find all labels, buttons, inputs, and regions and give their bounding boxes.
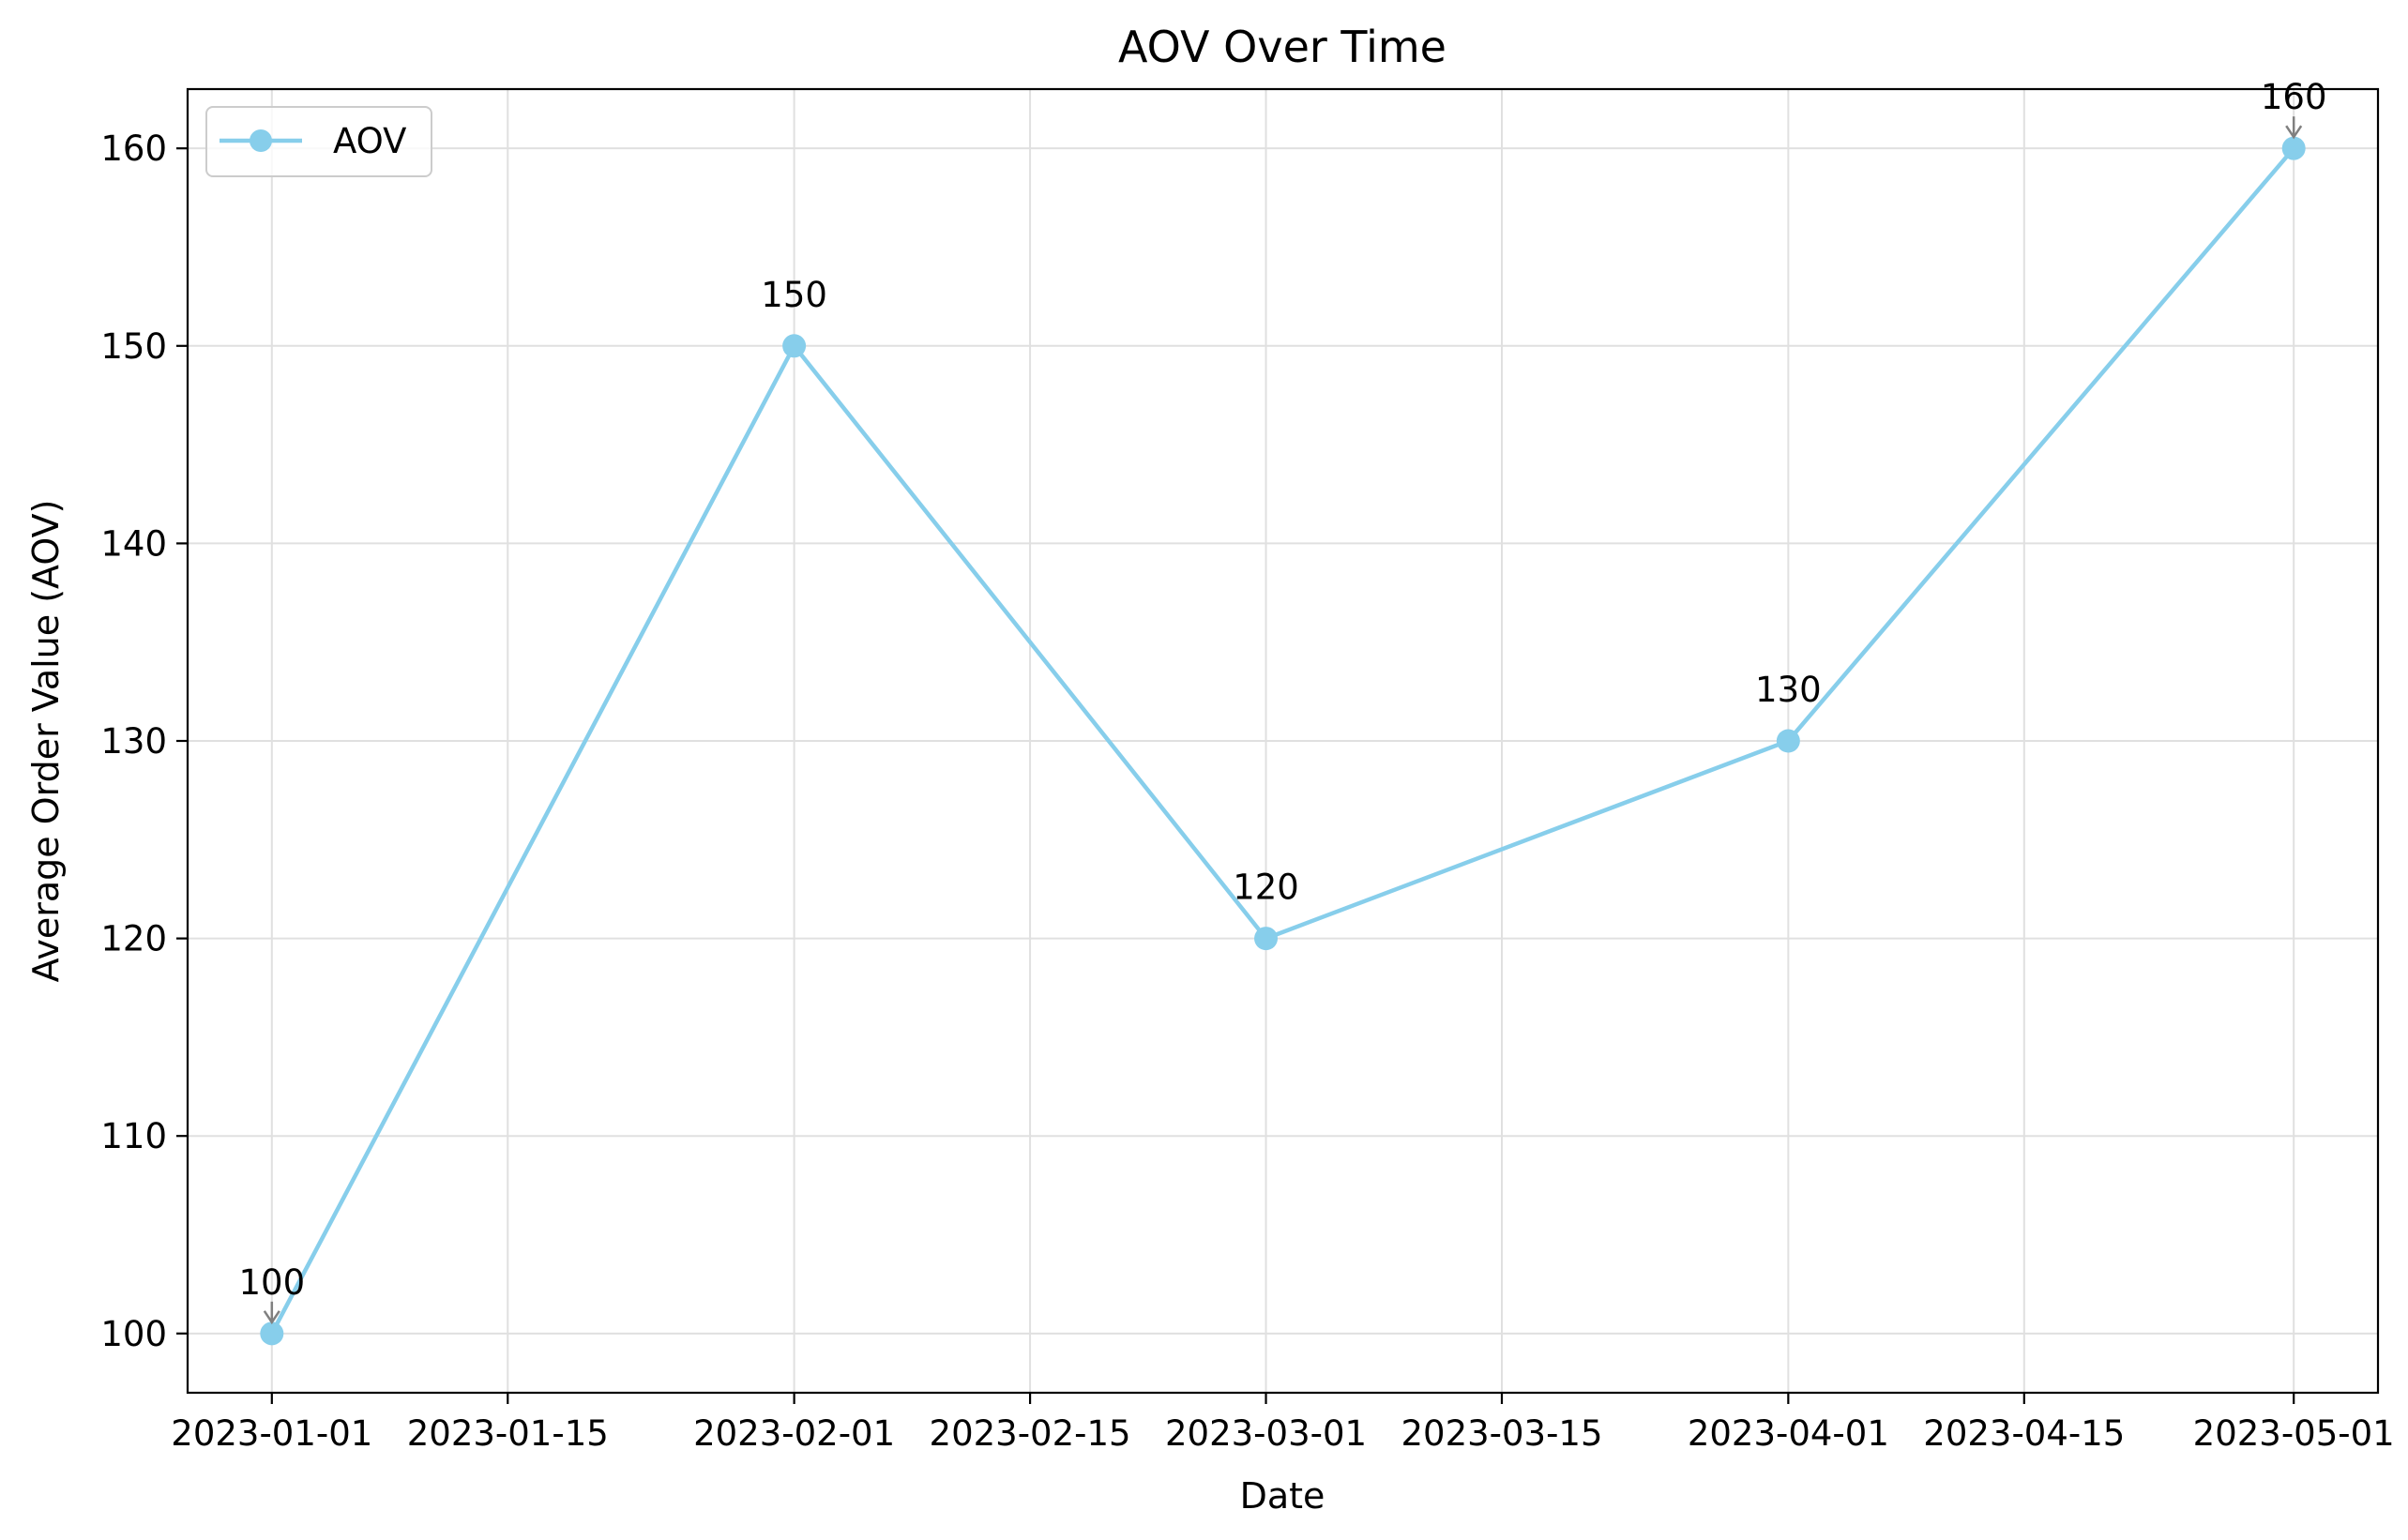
x-axis-label: Date — [1240, 1475, 1325, 1517]
x-tick-label: 2023-03-01 — [1165, 1413, 1367, 1454]
x-tick-label: 2023-02-01 — [693, 1413, 895, 1454]
x-tick-label: 2023-01-15 — [407, 1413, 609, 1454]
y-tick-label: 150 — [100, 326, 167, 367]
legend: AOV — [205, 106, 432, 177]
data-label: 100 — [238, 1262, 305, 1303]
series-layer — [260, 136, 2306, 1346]
legend-marker-swatch — [250, 129, 272, 152]
x-tick-label: 2023-05-01 — [2193, 1413, 2395, 1454]
x-tick-label: 2023-04-01 — [1688, 1413, 1889, 1454]
x-tick-label: 2023-02-15 — [930, 1413, 1131, 1454]
data-label: 150 — [761, 275, 827, 315]
y-tick-label: 130 — [100, 721, 167, 762]
y-tick-label: 160 — [100, 128, 167, 169]
data-label: 160 — [2261, 77, 2327, 117]
data-point — [1254, 927, 1279, 951]
annotation-layer: 100 150 120 130 160 — [238, 77, 2327, 1325]
data-point — [2281, 136, 2306, 160]
annotation-arrow-head — [263, 1310, 280, 1325]
chart-title: AOV Over Time — [1118, 22, 1446, 72]
data-label: 130 — [1755, 670, 1822, 710]
y-tick-label: 110 — [100, 1116, 167, 1156]
legend-label-aov: AOV — [333, 121, 406, 161]
grid-lines — [188, 89, 2378, 1393]
axis-ticks: 2023-01-01 2023-01-15 2023-02-01 2023-02-15… — [100, 128, 2394, 1454]
y-tick-label: 120 — [100, 919, 167, 959]
legend-box — [205, 106, 432, 177]
data-point — [782, 334, 807, 358]
y-axis-label: Average Order Value (AOV) — [25, 500, 67, 983]
x-tick-label: 2023-03-15 — [1401, 1413, 1602, 1454]
x-tick-label: 2023-04-15 — [1923, 1413, 2125, 1454]
data-point — [1776, 729, 1800, 753]
y-tick-label: 140 — [100, 523, 167, 564]
y-tick-label: 100 — [100, 1314, 167, 1354]
annotation-arrow-head — [2285, 125, 2303, 140]
x-tick-label: 2023-01-01 — [171, 1413, 372, 1454]
data-label: 120 — [1233, 868, 1299, 908]
data-point — [260, 1321, 284, 1346]
